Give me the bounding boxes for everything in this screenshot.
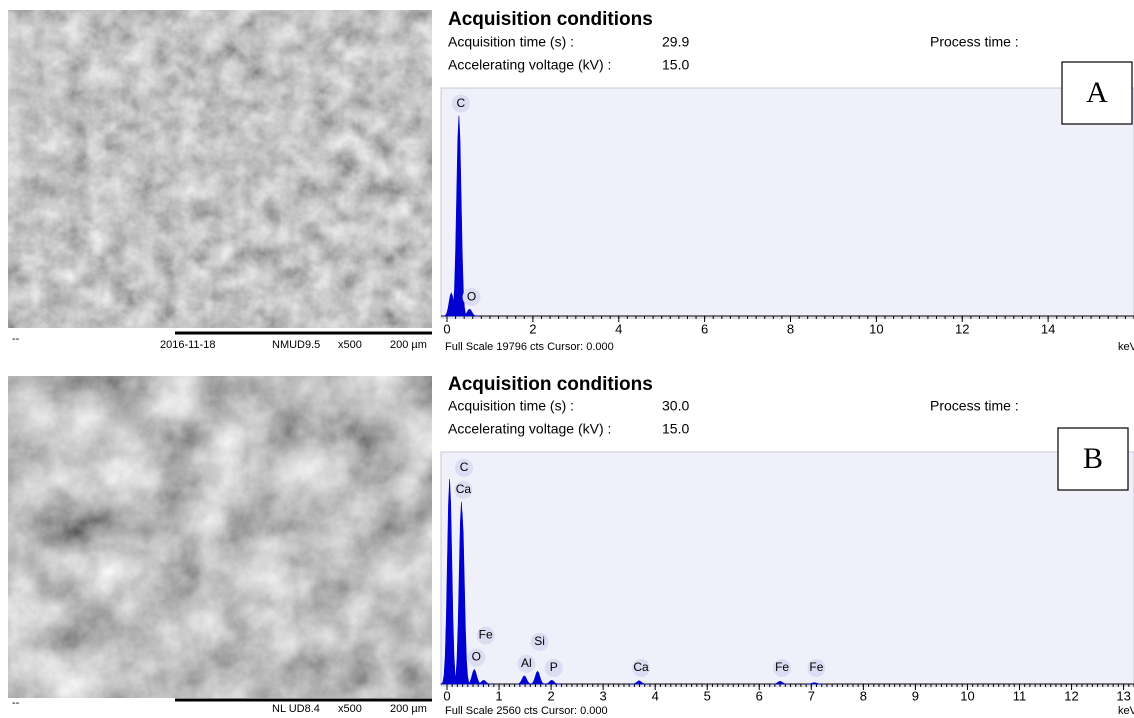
panel-label-box bbox=[1057, 427, 1129, 491]
x-tick-label: 12 bbox=[955, 321, 969, 336]
peak-label-badge bbox=[455, 458, 474, 477]
x-tick-label: 13 bbox=[1116, 688, 1130, 703]
sem-image bbox=[8, 10, 432, 328]
condition-value: 29.9 bbox=[662, 34, 689, 50]
x-axis-label: keV bbox=[1118, 341, 1134, 353]
image-date: 2016-11-18 bbox=[160, 339, 215, 351]
peak-label-badge bbox=[454, 480, 473, 499]
peak-label: Ca bbox=[633, 660, 649, 674]
peak bbox=[474, 680, 493, 685]
peak-label-badge bbox=[467, 648, 486, 667]
footer: Full Scale 2560 cts Cursor: 0.000 bbox=[445, 705, 608, 717]
x-tick-label: 4 bbox=[652, 688, 659, 703]
peak-label: O bbox=[472, 650, 481, 664]
footer: Full Scale 19796 cts Cursor: 0.000 bbox=[445, 341, 614, 353]
x-tick-label: 0 bbox=[443, 321, 450, 336]
x-tick-label: 11 bbox=[1013, 688, 1027, 703]
x-tick-label: 10 bbox=[960, 688, 974, 703]
panel-title: Acquisition conditions bbox=[448, 9, 653, 30]
x-tick-label: 5 bbox=[704, 688, 711, 703]
peak bbox=[629, 680, 649, 685]
x-tick-label: 6 bbox=[756, 688, 763, 703]
image-info: 200 µm bbox=[390, 703, 427, 715]
image-info: x500 bbox=[338, 703, 362, 715]
peak-label-badge bbox=[462, 288, 481, 307]
peak-label: Fe bbox=[479, 628, 493, 642]
peak-label-badge bbox=[530, 632, 549, 651]
condition-value: 30.0 bbox=[662, 398, 689, 414]
plot-area bbox=[440, 87, 1134, 319]
image-info: NMUD9.5 bbox=[272, 339, 320, 351]
x-tick-label: 4 bbox=[615, 321, 622, 336]
condition-label: Accelerating voltage (kV) : bbox=[448, 57, 611, 73]
peak bbox=[805, 682, 824, 685]
peak-label: O bbox=[467, 289, 476, 303]
condition-value: 15.0 bbox=[662, 421, 689, 437]
image-marker: -- bbox=[12, 697, 20, 709]
peak bbox=[460, 308, 479, 317]
condition-label: Acquisition time (s) : bbox=[448, 398, 574, 414]
peak-label-badge bbox=[773, 659, 792, 677]
image-info: 200 µm bbox=[390, 339, 427, 351]
condition-value: 15.0 bbox=[662, 57, 689, 73]
peak-label: P bbox=[550, 660, 558, 674]
peak-label: Fe bbox=[775, 660, 789, 674]
x-tick-label: 8 bbox=[860, 688, 867, 703]
plot-area bbox=[440, 451, 1134, 687]
process-label: Process time : bbox=[930, 398, 1019, 414]
peak-label-badge bbox=[544, 659, 563, 677]
peak-label: Fe bbox=[809, 660, 823, 674]
peak-label: C bbox=[460, 460, 469, 474]
peak-label: Al bbox=[521, 656, 532, 670]
peak-label-badge bbox=[451, 94, 470, 113]
peak-label-badge bbox=[517, 654, 536, 673]
image-info: x500 bbox=[338, 339, 362, 351]
x-tick-label: 9 bbox=[912, 688, 919, 703]
peak bbox=[770, 680, 790, 685]
panel-label: B bbox=[1083, 442, 1103, 475]
peak bbox=[542, 680, 561, 685]
x-tick-label: 10 bbox=[869, 321, 883, 336]
condition-label: Accelerating voltage (kV) : bbox=[448, 421, 611, 437]
x-axis-label: keV bbox=[1118, 705, 1134, 717]
x-tick-label: 12 bbox=[1064, 688, 1078, 703]
peak-label: Si bbox=[534, 634, 545, 648]
panel-label-box bbox=[1061, 61, 1133, 125]
peak-label: C bbox=[457, 96, 466, 110]
image-marker: -- bbox=[12, 333, 20, 345]
panel-label: A bbox=[1086, 76, 1108, 109]
x-tick-label: 0 bbox=[443, 688, 450, 703]
x-tick-label: 2 bbox=[547, 688, 554, 703]
x-tick-label: 8 bbox=[787, 321, 794, 336]
condition-label: Acquisition time (s) : bbox=[448, 34, 574, 50]
x-tick-label: 7 bbox=[808, 688, 815, 703]
panel-title: Acquisition conditions bbox=[448, 374, 653, 395]
x-tick-label: 6 bbox=[701, 321, 708, 336]
peak-label-badge bbox=[807, 659, 826, 677]
x-tick-label: 3 bbox=[600, 688, 607, 703]
x-tick-label: 14 bbox=[1041, 321, 1055, 336]
x-tick-label: 1 bbox=[495, 688, 502, 703]
x-tick-label: 2 bbox=[529, 321, 536, 336]
sem-image bbox=[8, 376, 432, 698]
peak-label: Ca bbox=[456, 482, 472, 496]
peak-label-badge bbox=[632, 659, 651, 677]
image-info: NL UD8.4 bbox=[272, 703, 320, 715]
peak-label-badge bbox=[476, 626, 495, 645]
process-label: Process time : bbox=[930, 34, 1019, 50]
